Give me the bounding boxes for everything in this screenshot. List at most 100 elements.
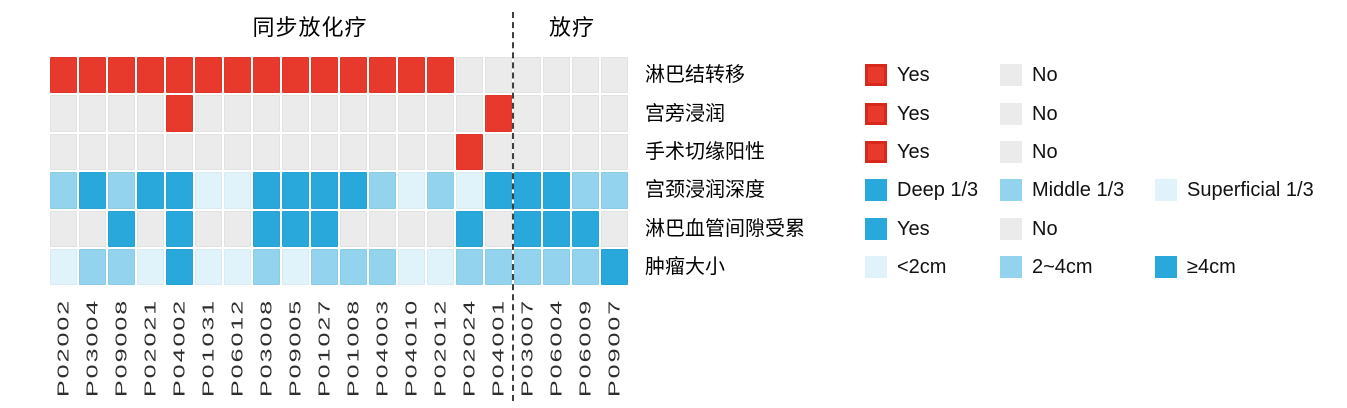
heatmap-cell xyxy=(572,210,599,247)
heatmap-cell xyxy=(340,210,367,247)
heatmap-cell xyxy=(601,133,628,171)
heatmap-cell xyxy=(282,172,309,209)
heatmap-cell xyxy=(456,248,483,286)
heatmap-cell xyxy=(108,95,135,132)
column-label: P03004 xyxy=(83,298,102,397)
column-label: P09007 xyxy=(605,298,624,397)
heatmap-cell xyxy=(50,133,77,171)
heatmap-cell xyxy=(79,248,106,286)
heatmap-cell xyxy=(50,95,77,132)
heatmap-cell xyxy=(601,95,628,132)
heatmap-cell xyxy=(79,95,106,132)
heatmap-cell xyxy=(253,133,280,171)
heatmap-cell xyxy=(369,248,396,286)
heatmap-cell xyxy=(572,95,599,132)
heatmap-cell xyxy=(514,133,541,171)
heatmap-cell xyxy=(543,210,570,247)
heatmap-cell xyxy=(369,172,396,209)
legend-item-label: <2cm xyxy=(897,256,947,279)
heatmap-cell xyxy=(572,57,599,94)
heatmap-cell xyxy=(311,95,338,132)
legend-item-label: No xyxy=(1032,102,1058,125)
heatmap-cell xyxy=(79,133,106,171)
heatmap-cell xyxy=(601,172,628,209)
heatmap-cell xyxy=(282,248,309,286)
heatmap-cell xyxy=(340,248,367,286)
column-label: P06009 xyxy=(576,298,595,397)
legend-item-label: 2~4cm xyxy=(1032,256,1093,279)
heatmap-cell xyxy=(369,210,396,247)
column-label: P09008 xyxy=(112,298,131,397)
heatmap-cell xyxy=(137,95,164,132)
heatmap-cell xyxy=(282,95,309,132)
heatmap-cell xyxy=(137,133,164,171)
heatmap-cell xyxy=(485,172,512,209)
heatmap-cell xyxy=(340,95,367,132)
heatmap-cell xyxy=(398,248,425,286)
heatmap-cell xyxy=(50,57,77,94)
heatmap-cell xyxy=(137,57,164,94)
legend-swatch xyxy=(865,141,887,163)
heatmap-cell xyxy=(340,57,367,94)
heatmap-cell xyxy=(543,248,570,286)
heatmap-cell xyxy=(311,248,338,286)
heatmap-cell xyxy=(108,210,135,247)
legend-item-label: Yes xyxy=(897,64,930,87)
column-label: P04003 xyxy=(373,298,392,397)
heatmap-cell xyxy=(427,133,454,171)
column-label: P03007 xyxy=(518,298,537,397)
heatmap-cell xyxy=(398,133,425,171)
heatmap-cell xyxy=(398,57,425,94)
row-label: 淋巴结转移 xyxy=(645,64,745,87)
heatmap-cell xyxy=(253,210,280,247)
column-label: P01008 xyxy=(344,298,363,397)
heatmap-cell xyxy=(50,172,77,209)
heatmap-cell xyxy=(369,95,396,132)
heatmap-cell xyxy=(398,172,425,209)
heatmap-cell xyxy=(108,133,135,171)
row-label: 淋巴血管间隙受累 xyxy=(645,217,805,240)
heatmap-cell xyxy=(456,172,483,209)
heatmap-cell xyxy=(601,210,628,247)
row-label: 宫旁浸润 xyxy=(645,102,725,125)
column-label: P09005 xyxy=(286,298,305,397)
heatmap-cell xyxy=(485,95,512,132)
legend-swatch xyxy=(865,102,887,125)
row-label: 手术切缘阳性 xyxy=(645,141,765,163)
heatmap-cell xyxy=(166,133,193,171)
column-label: P02012 xyxy=(431,298,450,397)
heatmap-cell xyxy=(514,248,541,286)
heatmap-cell xyxy=(456,95,483,132)
heatmap-cell xyxy=(137,248,164,286)
heatmap-cell xyxy=(282,210,309,247)
heatmap-cell xyxy=(166,248,193,286)
heatmap-cell xyxy=(311,172,338,209)
heatmap-cell xyxy=(108,57,135,94)
heatmap-cell xyxy=(427,95,454,132)
heatmap-grid xyxy=(50,57,628,286)
column-label: P04010 xyxy=(402,298,421,397)
column-label: P04002 xyxy=(170,298,189,397)
heatmap-cell xyxy=(485,57,512,94)
heatmap-cell xyxy=(137,210,164,247)
heatmap-cell xyxy=(456,57,483,94)
column-label: P06012 xyxy=(228,298,247,397)
heatmap-cell xyxy=(514,210,541,247)
heatmap-cell xyxy=(543,133,570,171)
heatmap-cell xyxy=(166,210,193,247)
heatmap-cell xyxy=(253,248,280,286)
heatmap-cell xyxy=(253,95,280,132)
heatmap-cell xyxy=(253,172,280,209)
heatmap-cell xyxy=(456,133,483,171)
heatmap-cell xyxy=(485,210,512,247)
heatmap-cell xyxy=(311,57,338,94)
heatmap-cell xyxy=(427,210,454,247)
column-label: P01027 xyxy=(315,298,334,397)
legend-item-label: No xyxy=(1032,64,1058,87)
legend-item-label: ≥4cm xyxy=(1187,256,1236,279)
legend-item-label: No xyxy=(1032,217,1058,240)
heatmap-cell xyxy=(514,95,541,132)
column-label: P01031 xyxy=(199,298,218,397)
heatmap-cell xyxy=(195,133,222,171)
heatmap-cell xyxy=(108,248,135,286)
